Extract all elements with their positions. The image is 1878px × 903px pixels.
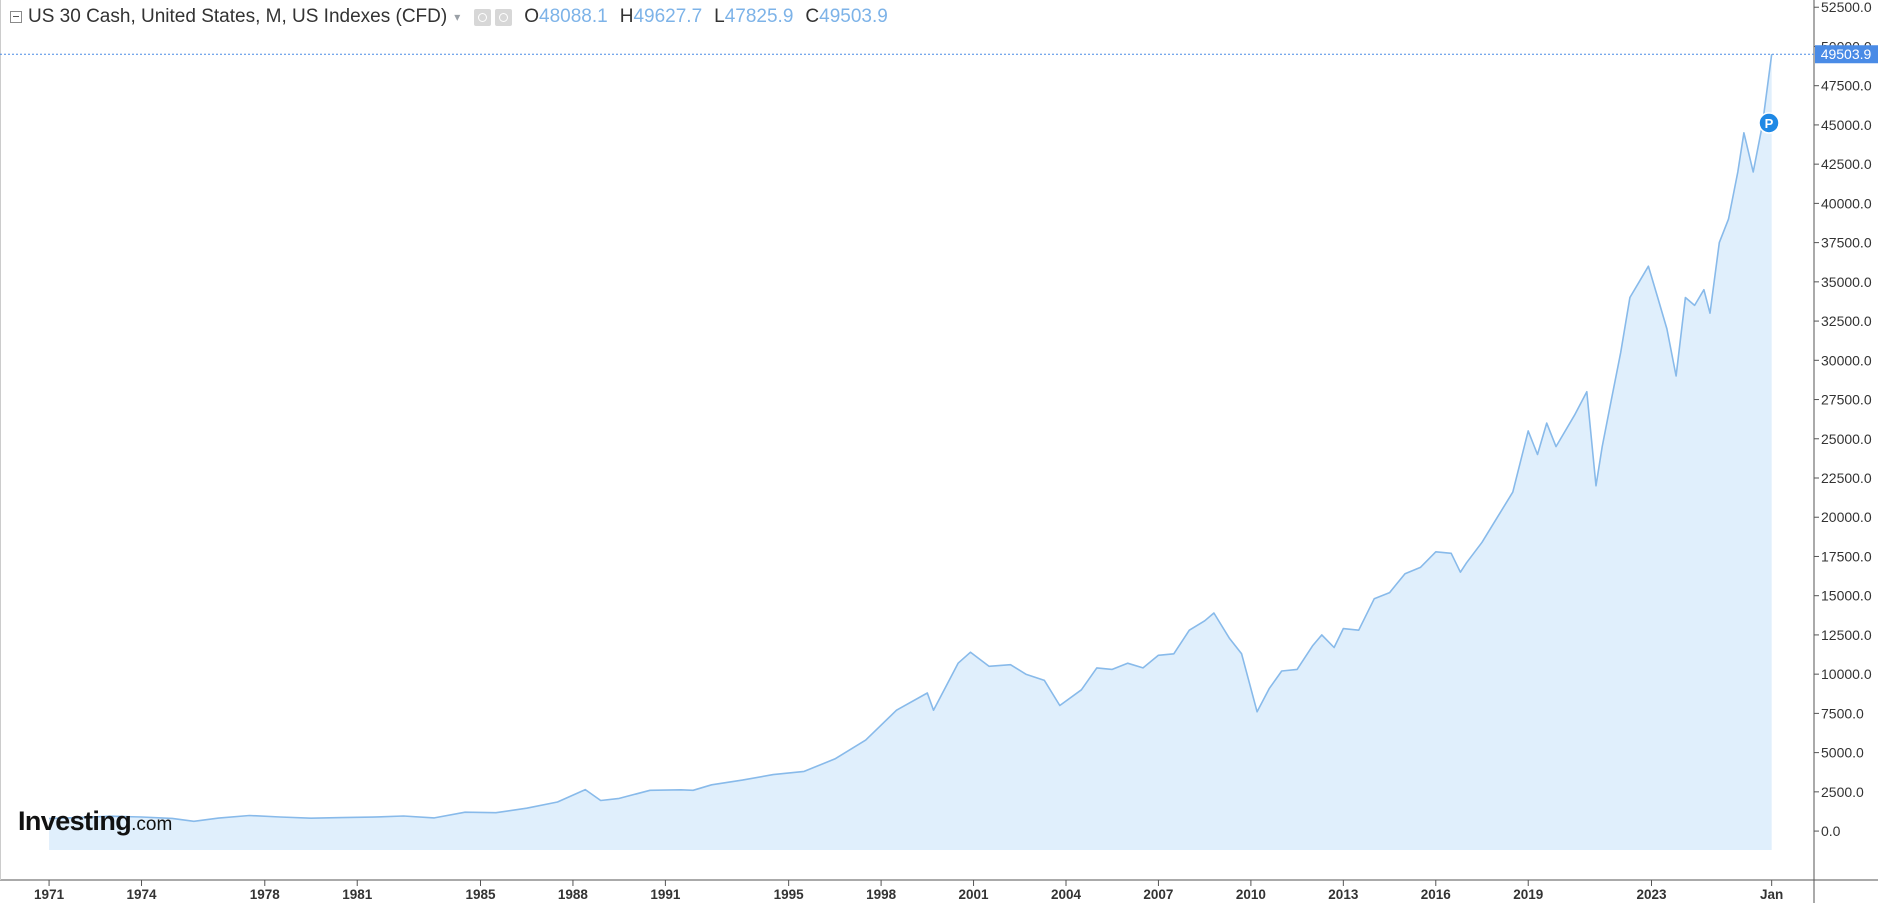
- logo-main: Investing: [18, 806, 132, 836]
- y-tick-label: 42500.0: [1821, 156, 1872, 172]
- y-tick-label: 12500.0: [1821, 627, 1872, 643]
- current-price-label-bg: [1815, 45, 1878, 64]
- current-price-label: 49503.9: [1821, 46, 1872, 62]
- y-tick-label: 45000.0: [1821, 117, 1872, 133]
- high-value: 49627.7: [633, 6, 703, 27]
- price-marker: 49503.9 P: [0, 45, 1878, 134]
- x-tick-label: 1985: [465, 887, 496, 902]
- y-tick-label: 37500.0: [1821, 235, 1872, 251]
- y-tick-label: 30000.0: [1821, 352, 1872, 368]
- event-badge-icon[interactable]: [1758, 112, 1780, 134]
- settings-gear-icon[interactable]: [495, 8, 513, 26]
- y-tick-label: 17500.0: [1821, 548, 1872, 564]
- collapse-icon[interactable]: [10, 11, 22, 23]
- x-axis: 1971 1974 1978 1981 1985 1988 1991 1995 1998 2001…: [34, 880, 1783, 902]
- y-tick-label: 20000.0: [1821, 509, 1872, 525]
- open-key: O: [524, 6, 540, 27]
- y-tick-label: 35000.0: [1821, 274, 1872, 290]
- plot-area: [49, 54, 1773, 850]
- y-tick-label: 52500.0: [1821, 0, 1872, 15]
- x-tick-label: 2019: [1513, 887, 1543, 902]
- y-tick-label: 40000.0: [1821, 195, 1872, 211]
- visibility-toggle-icon[interactable]: [474, 8, 492, 26]
- x-tick-label: 2004: [1051, 887, 1082, 902]
- y-tick-label: 7500.0: [1821, 705, 1864, 721]
- x-tick-label: 2007: [1143, 887, 1173, 902]
- investing-logo: Investing.com: [18, 806, 172, 837]
- low-key: L: [714, 6, 725, 27]
- dropdown-caret-icon[interactable]: ▾: [454, 10, 461, 24]
- y-tick-label: 2500.0: [1821, 784, 1864, 800]
- low-value: 47825.9: [724, 6, 794, 27]
- y-axis: 0.0 2500.0 5000.0 7500.0 10000.0 12500.0 15000…: [1814, 0, 1872, 839]
- series-area-fill: [49, 54, 1772, 850]
- y-tick-label: 10000.0: [1821, 666, 1872, 682]
- y-tick-label: 47500.0: [1821, 78, 1872, 94]
- x-tick-label: 1995: [774, 887, 805, 902]
- y-tick-label: 27500.0: [1821, 392, 1872, 408]
- logo-suffix: .com: [131, 814, 173, 835]
- open-value: 48088.1: [539, 6, 608, 27]
- high-key: H: [619, 6, 634, 27]
- x-tick-label: 1988: [558, 887, 589, 902]
- y-tick-label: 15000.0: [1821, 588, 1872, 604]
- x-tick-label: 2013: [1328, 887, 1359, 902]
- x-tick-label: 1998: [866, 887, 897, 902]
- y-tick-label: 25000.0: [1821, 431, 1872, 447]
- chart-legend: US 30 Cash, United States, M, US Indexes…: [0, 0, 980, 34]
- close-value: 49503.9: [819, 6, 888, 27]
- y-tick-label: 5000.0: [1821, 745, 1864, 761]
- x-tick-label: 2001: [959, 887, 990, 902]
- x-tick-label: 1981: [342, 887, 373, 902]
- x-tick-label: 1971: [34, 887, 65, 902]
- x-tick-label: 1974: [126, 887, 157, 902]
- y-tick-label: 0.0: [1821, 823, 1841, 839]
- event-badge-label: P: [1765, 116, 1774, 131]
- x-tick-label: 2010: [1236, 887, 1266, 902]
- x-tick-label: 1991: [650, 887, 681, 902]
- close-key: C: [805, 6, 820, 27]
- x-tick-label: 2023: [1636, 887, 1667, 902]
- x-tick-label: Jan: [1760, 887, 1783, 902]
- y-tick-label: 32500.0: [1821, 313, 1872, 329]
- series-title[interactable]: US 30 Cash, United States, M, US Indexes…: [28, 6, 448, 27]
- y-tick-label: 22500.0: [1821, 470, 1872, 486]
- x-tick-label: 2016: [1421, 887, 1452, 902]
- series-line: [49, 54, 1773, 823]
- x-tick-label: 1978: [250, 887, 281, 902]
